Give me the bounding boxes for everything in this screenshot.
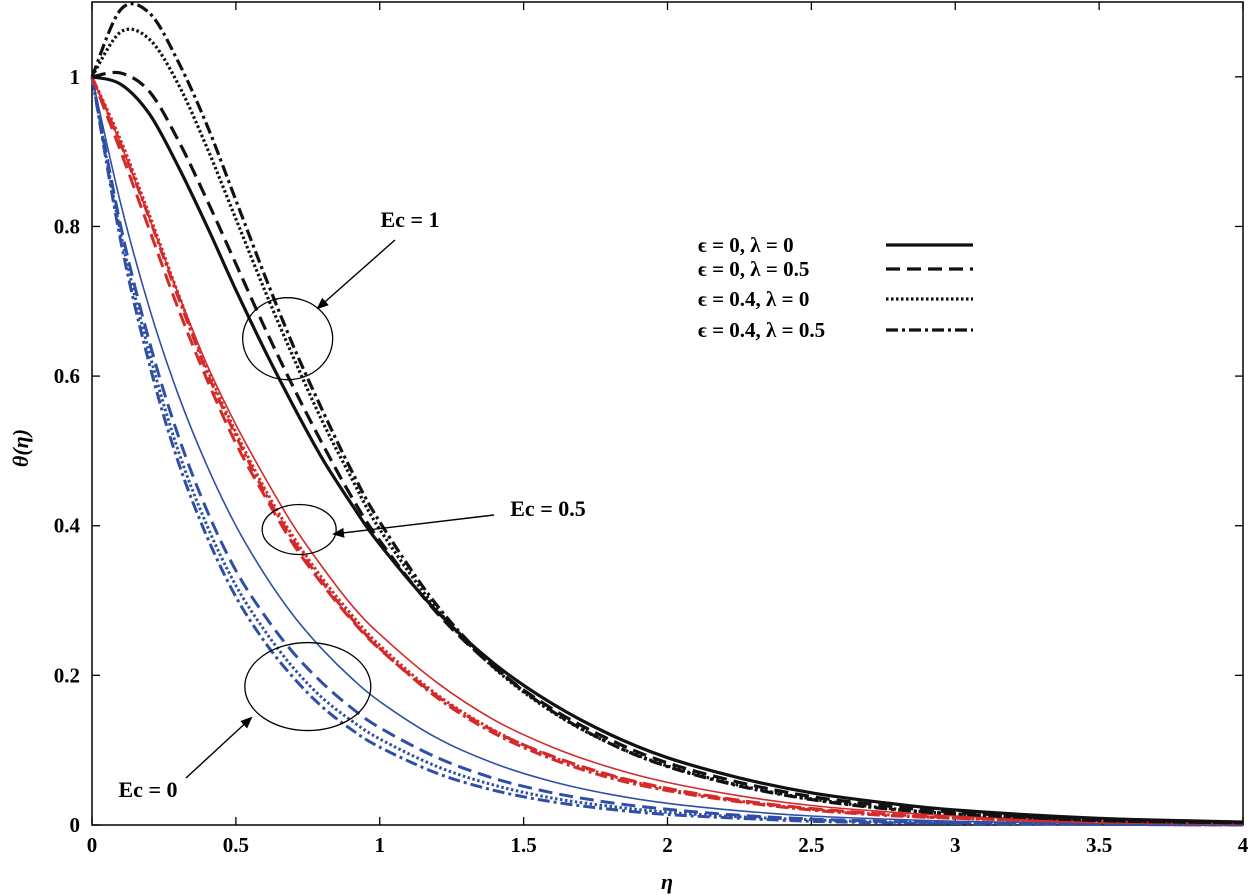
- x-tick-label: 0.5: [223, 833, 249, 857]
- axes-frame: 0 0.5 1 1.5 2 2.5 3 3.5 4 0 0.2 0.4 0.6 0.8 1: [54, 1, 1249, 857]
- series-line-9: [91, 70, 1244, 825]
- series-line-5: [90, 76, 1244, 825]
- annotation-arrow: [332, 514, 495, 538]
- y-tick-label: 0.4: [54, 514, 81, 538]
- series-line-6: [90, 76, 1244, 825]
- series-line-4: [91, 76, 1244, 825]
- legend-label: ϵ = 0.4, λ = 0.5: [698, 318, 825, 342]
- x-tick-label: 4: [1238, 833, 1249, 857]
- series-line-3: [90, 76, 1244, 827]
- series-line-2: [90, 76, 1244, 827]
- series-line-10: [90, 27, 1244, 825]
- x-tick-label: 2.5: [798, 833, 824, 857]
- series-line-8: [91, 75, 1244, 824]
- x-tick-label: 1: [375, 833, 386, 857]
- annotation-arrow: [316, 239, 396, 310]
- legend-label: ϵ = 0, λ = 0.5: [698, 257, 809, 281]
- series-line-1: [90, 76, 1244, 827]
- plot-border: [91, 1, 1244, 826]
- annotation-arrow: [185, 716, 253, 779]
- x-tick-label: 1.5: [511, 833, 537, 857]
- y-tick-label: 0.8: [54, 214, 80, 238]
- annotation-label: Ec = 0: [119, 777, 178, 802]
- legend-label: ϵ = 0, λ = 0: [698, 233, 794, 257]
- series-line-0: [91, 76, 1244, 826]
- x-tick-label: 2: [662, 833, 673, 857]
- legend-label: ϵ = 0.4, λ = 0: [698, 287, 809, 311]
- series-group: [90, 2, 1244, 827]
- annotation-ellipse: [244, 641, 372, 732]
- annotation-ellipse: [242, 297, 334, 381]
- x-tick-label: 0: [87, 833, 98, 857]
- annotation-label: Ec = 0.5: [510, 496, 585, 521]
- y-tick-label: 0.2: [54, 663, 80, 687]
- y-axis-label: θ(η): [8, 429, 33, 467]
- annotations-group: Ec = 1 Ec = 0.5 Ec = 0: [119, 207, 586, 802]
- y-tick-label: 0.6: [54, 364, 80, 388]
- x-tick-label: 3.5: [1086, 833, 1112, 857]
- x-axis-label: η: [661, 869, 673, 894]
- annotation-label: Ec = 1: [381, 207, 440, 232]
- y-tick-label: 1: [70, 65, 81, 89]
- series-line-11: [90, 2, 1244, 825]
- y-tick-label: 0: [70, 813, 81, 837]
- series-line-7: [90, 76, 1244, 825]
- x-tick-label: 3: [950, 833, 961, 857]
- legend: ϵ = 0, λ = 0ϵ = 0, λ = 0.5 ϵ = 0.4, λ = 0…: [698, 233, 973, 342]
